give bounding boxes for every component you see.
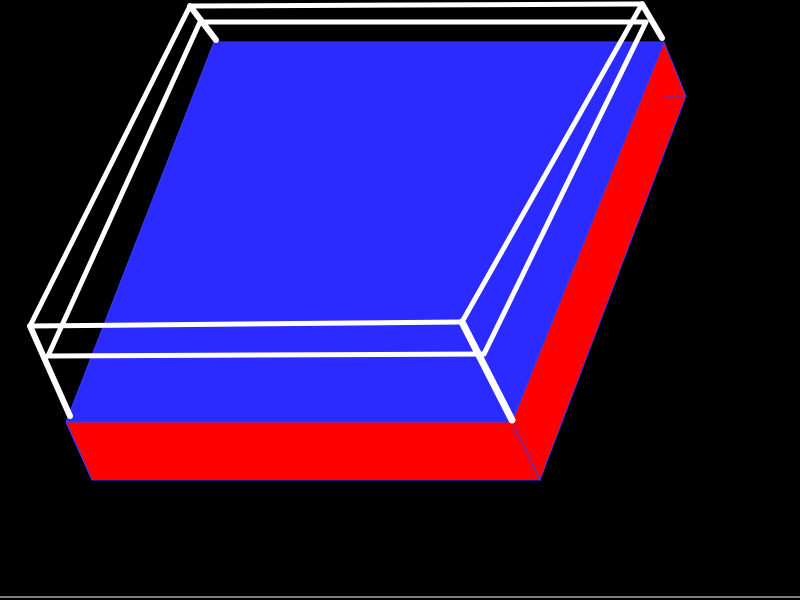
wire-mid-left [45,19,203,359]
wire-top-left-outer [27,3,193,329]
wire-post-back-right [639,1,665,41]
wire-post-front-right [458,318,516,424]
wire-post-back-left [187,3,219,43]
wire-top-right-outer [459,1,645,325]
slab-edge-left [65,421,93,481]
wire-top-back-outer [187,1,645,9]
wire-top-front-outer [27,319,465,329]
selection-wireframe[interactable] [27,1,665,424]
wire-mid-front [45,351,487,359]
wire-post-left [27,323,73,419]
wire-mid-right [481,19,649,357]
slab-front-face[interactable] [65,421,541,481]
